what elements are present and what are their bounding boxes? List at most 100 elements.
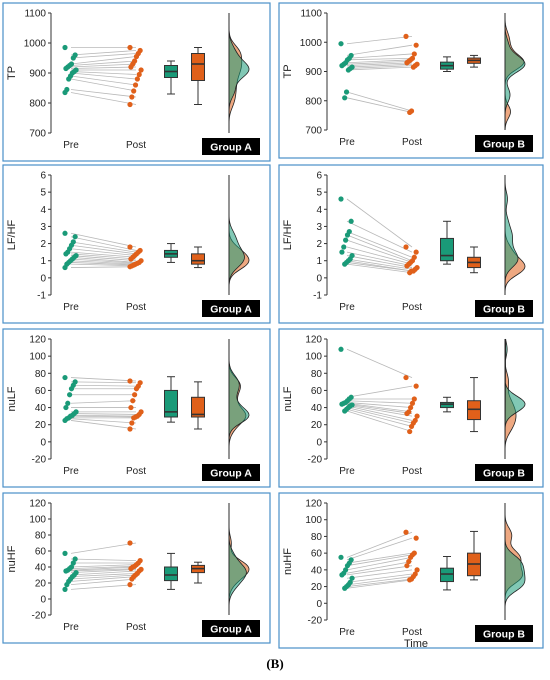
- post-dot: [411, 51, 417, 57]
- post-dot: [134, 76, 140, 82]
- paired-line: [70, 241, 137, 253]
- panel-1: 700 800 900 1000 1100 TP Pre Post Group A: [2, 2, 271, 162]
- pre-dot: [338, 196, 344, 202]
- paired-line: [70, 66, 137, 69]
- group-badge-label: Group A: [210, 468, 252, 480]
- pre-dot: [62, 550, 68, 557]
- panel-frame: [278, 492, 544, 649]
- y-tick-label: -1: [37, 291, 46, 302]
- pre-dot: [344, 563, 351, 569]
- y-tick-label: -20: [32, 611, 47, 622]
- x-tick-label: Pre: [339, 466, 355, 477]
- post-dot: [129, 94, 135, 100]
- y-tick-label: 3: [40, 222, 46, 233]
- group-badge: [202, 138, 260, 155]
- pre-dot: [339, 401, 345, 407]
- x-tick-label: Post: [402, 137, 422, 148]
- paired-line: [346, 60, 413, 65]
- y-tick-label: 0: [40, 273, 46, 284]
- y-tick-label: 6: [316, 171, 322, 182]
- x-tick-label: Post: [402, 466, 422, 477]
- pre-dot: [66, 76, 72, 82]
- x-tick-label: Pre: [63, 140, 79, 151]
- pre-dot: [67, 392, 73, 398]
- y-tick-label: -1: [313, 291, 322, 302]
- post-dot: [127, 44, 133, 51]
- paired-line: [346, 36, 413, 45]
- paired-line: [346, 565, 413, 576]
- pre-dot: [62, 230, 68, 236]
- paired-line: [70, 413, 137, 415]
- y-tick-label: 80: [311, 532, 323, 543]
- pre-density: [228, 175, 245, 296]
- pre-dot: [72, 556, 78, 562]
- paired-line: [70, 418, 137, 424]
- y-tick-label: 20: [35, 420, 47, 431]
- y-tick-label: 60: [311, 549, 323, 560]
- pre-dot: [343, 89, 350, 95]
- y-tick-label: 60: [35, 386, 47, 397]
- paired-line: [70, 578, 137, 585]
- panel-6: -20 0 20 40 60 80 100 120 nuLF Pre Post Group B: [278, 328, 544, 488]
- paired-line: [70, 564, 137, 568]
- group-badge-label: Group B: [483, 304, 525, 316]
- post-box: [191, 253, 205, 265]
- post-dot: [406, 558, 412, 565]
- paired-line: [346, 556, 413, 571]
- paired-line: [346, 262, 413, 272]
- paired-line: [346, 402, 413, 413]
- x-tick-label: Pre: [339, 627, 355, 638]
- paired-line: [70, 260, 137, 265]
- y-axis-label: nuLF: [282, 386, 294, 411]
- post-dot: [127, 378, 133, 384]
- pre-dot: [68, 386, 75, 392]
- post-dot: [404, 60, 410, 66]
- post-dot: [408, 423, 415, 430]
- pre-box: [164, 389, 178, 418]
- y-tick-label: 1100: [300, 9, 322, 20]
- paired-line: [70, 56, 137, 65]
- paired-line: [346, 53, 413, 59]
- x-tick-label: Post: [402, 627, 422, 638]
- pre-dot: [342, 95, 348, 101]
- post-dot: [408, 404, 414, 411]
- panel-frame: [2, 2, 271, 162]
- post-dot: [138, 67, 144, 73]
- y-tick-label: 0: [316, 437, 322, 448]
- group-badge-label: Group B: [483, 139, 525, 151]
- pre-dot: [62, 44, 68, 51]
- post-box: [467, 400, 481, 421]
- paired-line: [70, 236, 137, 251]
- y-tick-label: 100: [305, 515, 322, 526]
- group-badge-label: Group A: [210, 142, 252, 154]
- post-dot: [404, 263, 410, 269]
- group-badge: [475, 300, 533, 317]
- post-dot: [128, 566, 134, 572]
- group-badge-label: Group B: [483, 468, 525, 480]
- paired-line: [346, 198, 413, 248]
- paired-line: [70, 50, 137, 56]
- pre-dot: [339, 249, 345, 255]
- paired-line: [346, 263, 413, 274]
- group-badge: [475, 464, 533, 481]
- y-tick-label: 40: [35, 403, 47, 414]
- post-dot: [407, 577, 413, 583]
- post-dot: [131, 415, 137, 421]
- post-dot: [133, 53, 140, 60]
- post-dot: [413, 535, 419, 541]
- paired-line: [70, 263, 137, 267]
- paired-line: [346, 57, 413, 61]
- y-tick-label: 3: [316, 222, 322, 233]
- post-dot: [130, 398, 136, 404]
- paired-line: [346, 385, 413, 398]
- paired-line: [70, 75, 137, 86]
- paired-line: [70, 253, 137, 260]
- post-dot: [407, 270, 413, 276]
- paired-line: [70, 558, 137, 561]
- pre-dot: [63, 568, 69, 574]
- pre-dot: [65, 400, 71, 406]
- y-tick-label: 100: [29, 352, 46, 363]
- paired-line: [70, 542, 137, 554]
- y-tick-label: 0: [40, 595, 46, 606]
- post-dot: [411, 396, 417, 402]
